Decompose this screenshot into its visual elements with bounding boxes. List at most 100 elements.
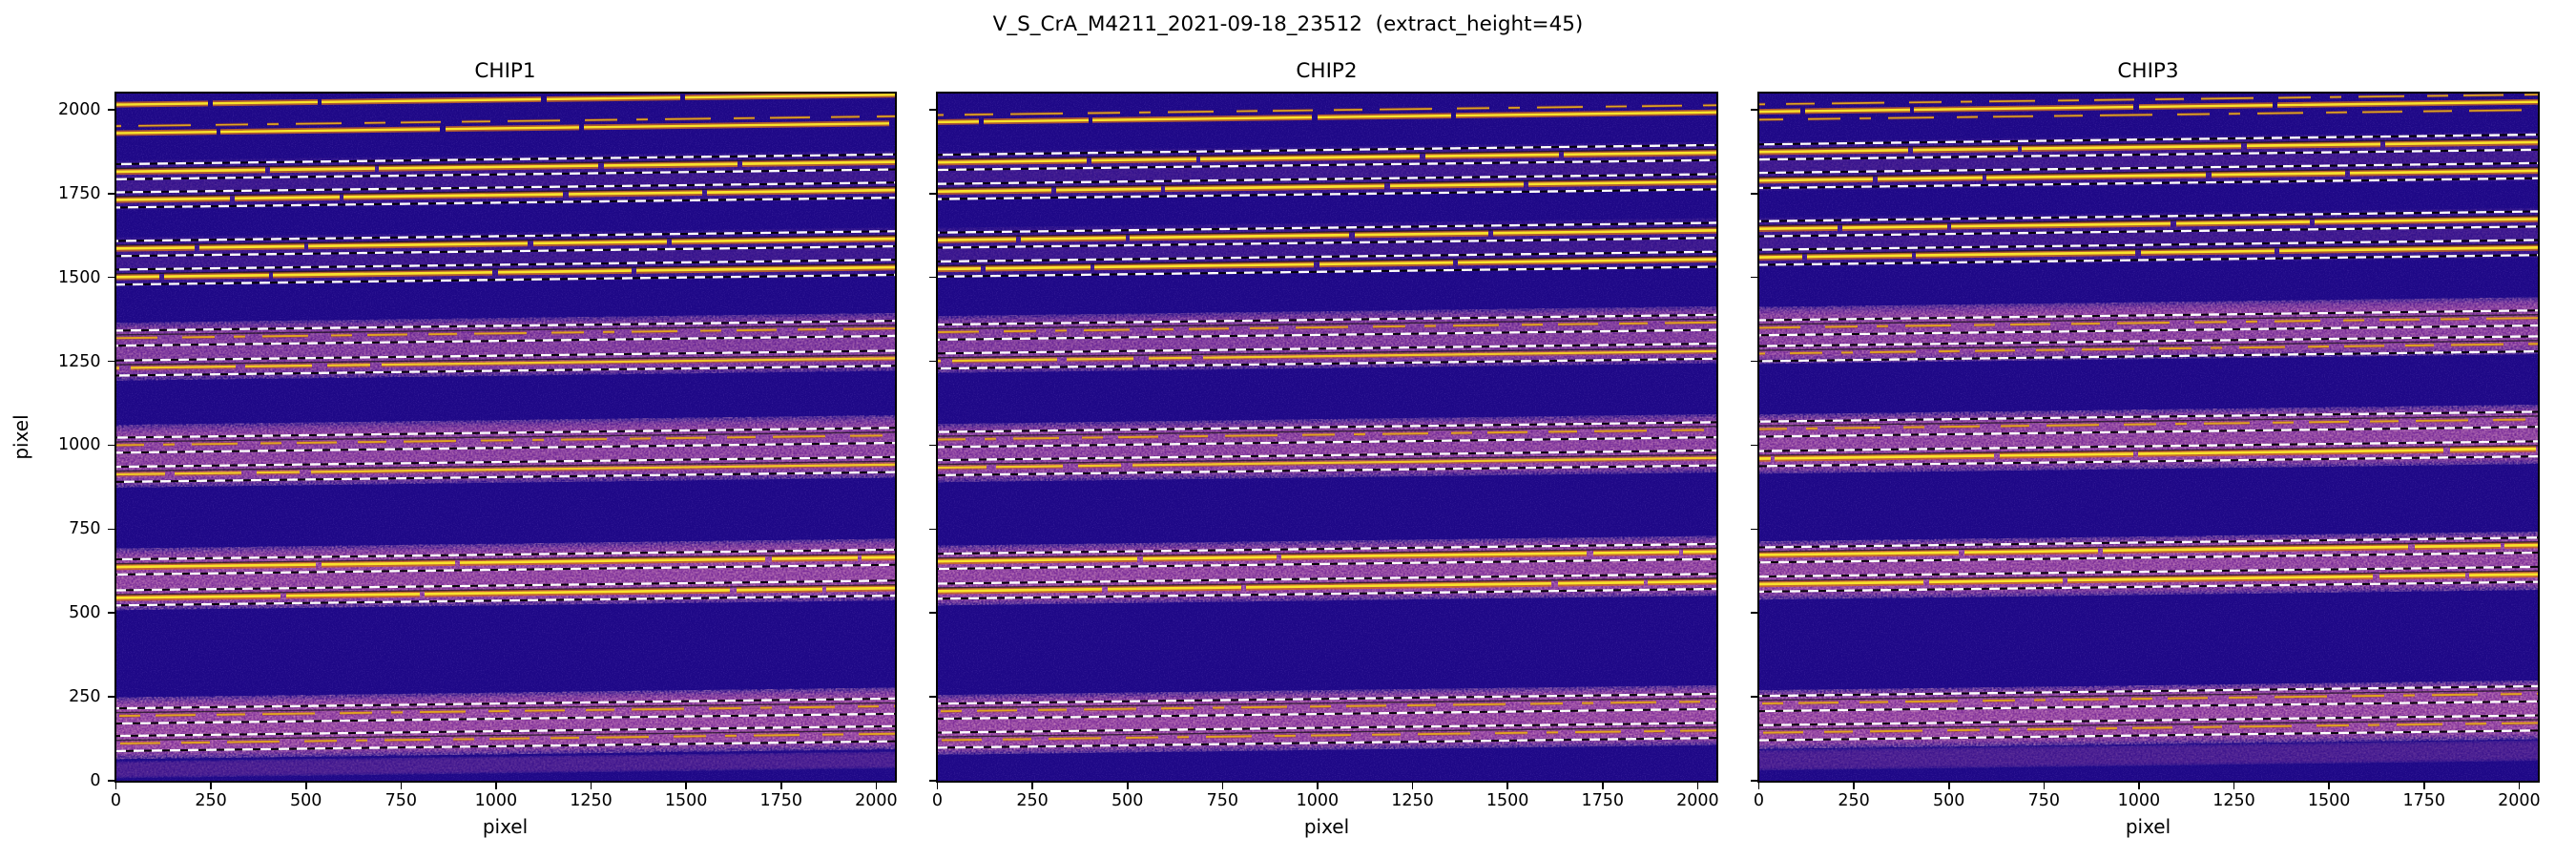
y-tick-mark [1750, 276, 1757, 279]
y-tick-label: 0 [90, 771, 101, 790]
y-tick-label: 2000 [57, 99, 101, 119]
x-tick-label: 1750 [1581, 791, 1625, 810]
x-tick-mark [210, 783, 212, 789]
x-tick-label: 500 [290, 791, 322, 810]
x-tick-mark [2043, 783, 2046, 789]
x-tick-label: 1250 [570, 791, 613, 810]
y-tick-label: 1250 [57, 351, 101, 371]
x-tick-mark [1696, 783, 1699, 789]
y-tick-mark [928, 612, 936, 614]
x-tick-label: 250 [195, 791, 227, 810]
x-axis-label-chip3: pixel [2125, 815, 2171, 838]
figure-title: V_S_CrA_M4211_2021-09-18_23512 (extract_… [992, 12, 1584, 36]
x-tick-label: 2000 [1676, 791, 1719, 810]
y-tick-mark [928, 192, 936, 195]
panel-title-chip2: CHIP2 [1296, 59, 1358, 83]
y-tick-mark [1750, 109, 1757, 111]
x-tick-mark [779, 783, 782, 789]
y-tick-mark [107, 696, 114, 698]
x-tick-mark [685, 783, 687, 789]
y-tick-mark [107, 444, 114, 447]
y-tick-mark [1750, 528, 1757, 531]
y-tick-mark [107, 612, 114, 614]
x-tick-mark [1947, 783, 1950, 789]
x-tick-mark [1853, 783, 1855, 789]
y-tick-mark [1750, 696, 1757, 698]
spectral-image-chip2 [937, 94, 1716, 781]
x-tick-mark [400, 783, 403, 789]
y-tick-mark [107, 528, 114, 531]
x-tick-mark [936, 783, 939, 789]
x-tick-mark [2518, 783, 2521, 789]
x-tick-mark [2138, 783, 2140, 789]
x-axis-label-chip2: pixel [1303, 815, 1350, 838]
panel-chip3 [1756, 92, 2540, 783]
x-tick-label: 1000 [2117, 791, 2161, 810]
y-tick-mark [928, 444, 936, 447]
y-tick-label: 1500 [57, 267, 101, 287]
y-tick-mark [928, 696, 936, 698]
panel-title-chip1: CHIP1 [474, 59, 536, 83]
x-tick-mark [1601, 783, 1604, 789]
panel-chip2 [935, 92, 1718, 783]
x-tick-label: 1250 [1391, 791, 1434, 810]
x-tick-mark [1411, 783, 1414, 789]
y-tick-mark [107, 780, 114, 782]
x-tick-label: 1750 [759, 791, 803, 810]
y-tick-label: 250 [69, 687, 101, 707]
x-tick-label: 0 [931, 791, 944, 810]
x-tick-label: 250 [1016, 791, 1049, 810]
x-tick-label: 0 [110, 791, 122, 810]
y-tick-mark [107, 276, 114, 279]
x-tick-label: 1500 [1485, 791, 1529, 810]
x-tick-mark [2328, 783, 2330, 789]
x-tick-mark [1031, 783, 1033, 789]
y-tick-mark [928, 528, 936, 531]
y-tick-mark [928, 109, 936, 111]
x-tick-mark [304, 783, 307, 789]
x-tick-label: 750 [1206, 791, 1239, 810]
x-tick-label: 1750 [2402, 791, 2446, 810]
y-tick-mark [107, 109, 114, 111]
y-tick-mark [1750, 780, 1757, 782]
x-tick-mark [1221, 783, 1224, 789]
x-tick-mark [1506, 783, 1508, 789]
x-tick-label: 2000 [855, 791, 898, 810]
x-tick-label: 500 [1933, 791, 1965, 810]
y-tick-mark [1750, 192, 1757, 195]
x-tick-mark [875, 783, 878, 789]
x-tick-label: 0 [1753, 791, 1765, 810]
panel-chip1 [114, 92, 897, 783]
y-tick-label: 500 [69, 603, 101, 623]
x-tick-label: 750 [384, 791, 418, 810]
y-tick-mark [107, 360, 114, 363]
y-tick-label: 1000 [57, 435, 101, 455]
spectral-image-chip1 [115, 94, 895, 781]
y-tick-label: 1750 [57, 183, 101, 203]
y-tick-mark [928, 360, 936, 363]
y-tick-mark [928, 276, 936, 279]
y-tick-mark [1750, 612, 1757, 614]
x-tick-mark [495, 783, 497, 789]
x-tick-mark [2233, 783, 2235, 789]
x-tick-label: 1000 [1296, 791, 1340, 810]
x-tick-label: 250 [1838, 791, 1870, 810]
x-tick-label: 1250 [2212, 791, 2255, 810]
x-tick-label: 750 [2027, 791, 2061, 810]
x-tick-mark [2422, 783, 2425, 789]
spectral-image-chip3 [1758, 94, 2538, 781]
x-tick-mark [114, 783, 117, 789]
x-tick-label: 2000 [2498, 791, 2541, 810]
y-axis-label: pixel [10, 414, 32, 460]
y-tick-label: 750 [69, 519, 101, 539]
x-tick-label: 1000 [474, 791, 518, 810]
y-tick-mark [107, 192, 114, 195]
y-tick-mark [1750, 360, 1757, 363]
x-tick-mark [590, 783, 592, 789]
x-tick-label: 500 [1111, 791, 1144, 810]
x-tick-mark [1757, 783, 1760, 789]
y-tick-mark [1750, 444, 1757, 447]
y-tick-mark [928, 780, 936, 782]
x-axis-label-chip1: pixel [482, 815, 529, 838]
